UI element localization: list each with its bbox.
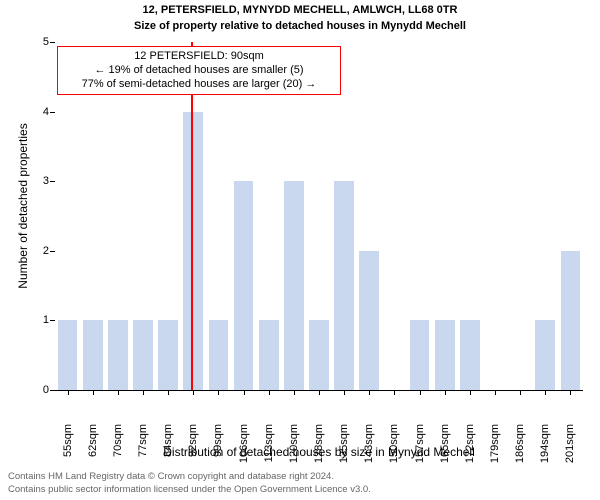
x-tick-mark bbox=[394, 390, 395, 395]
y-tick-mark bbox=[50, 112, 55, 113]
x-tick-label: 201sqm bbox=[564, 424, 576, 464]
y-tick-mark bbox=[50, 42, 55, 43]
x-tick-mark bbox=[269, 390, 270, 395]
x-tick-label: 62sqm bbox=[87, 424, 99, 464]
x-tick-label: 113sqm bbox=[263, 424, 275, 464]
x-tick-label: 128sqm bbox=[313, 424, 325, 464]
x-tick-mark bbox=[93, 390, 94, 395]
footer-line-1: Contains HM Land Registry data © Crown c… bbox=[8, 471, 334, 483]
annotation-box: 12 PETERSFIELD: 90sqm← 19% of detached h… bbox=[57, 46, 341, 95]
bar bbox=[309, 320, 329, 390]
footer-line-2: Contains public sector information licen… bbox=[8, 484, 371, 496]
y-tick-mark bbox=[50, 390, 55, 391]
annotation-line: 77% of semi-detached houses are larger (… bbox=[64, 78, 334, 92]
x-tick-mark bbox=[168, 390, 169, 395]
bar bbox=[460, 320, 480, 390]
annotation-line: ← 19% of detached houses are smaller (5) bbox=[64, 64, 334, 78]
bar bbox=[108, 320, 128, 390]
bar bbox=[209, 320, 229, 390]
x-tick-label: 92sqm bbox=[187, 424, 199, 464]
x-tick-mark bbox=[445, 390, 446, 395]
bar bbox=[284, 181, 304, 390]
y-tick-label: 2 bbox=[29, 245, 49, 257]
x-tick-mark bbox=[520, 390, 521, 395]
chart-title-1: 12, PETERSFIELD, MYNYDD MECHELL, AMLWCH,… bbox=[0, 4, 600, 16]
bar bbox=[234, 181, 254, 390]
x-tick-mark bbox=[420, 390, 421, 395]
x-tick-label: 99sqm bbox=[212, 424, 224, 464]
y-tick-mark bbox=[50, 251, 55, 252]
y-tick-label: 1 bbox=[29, 314, 49, 326]
bar bbox=[435, 320, 455, 390]
bar bbox=[535, 320, 555, 390]
bar bbox=[334, 181, 354, 390]
y-tick-mark bbox=[50, 181, 55, 182]
x-tick-mark bbox=[68, 390, 69, 395]
bar bbox=[410, 320, 430, 390]
bar bbox=[561, 251, 581, 390]
bar bbox=[359, 251, 379, 390]
x-tick-mark bbox=[118, 390, 119, 395]
x-tick-mark bbox=[344, 390, 345, 395]
x-tick-mark bbox=[143, 390, 144, 395]
x-tick-label: 150sqm bbox=[388, 424, 400, 464]
y-tick-label: 3 bbox=[29, 175, 49, 187]
bar bbox=[133, 320, 153, 390]
x-tick-label: 135sqm bbox=[338, 424, 350, 464]
x-tick-mark bbox=[495, 390, 496, 395]
x-tick-label: 120sqm bbox=[288, 424, 300, 464]
chart-title-2: Size of property relative to detached ho… bbox=[0, 20, 600, 32]
x-tick-label: 165sqm bbox=[439, 424, 451, 464]
x-tick-mark bbox=[218, 390, 219, 395]
x-tick-label: 106sqm bbox=[238, 424, 250, 464]
y-tick-label: 5 bbox=[29, 36, 49, 48]
bar bbox=[259, 320, 279, 390]
x-tick-mark bbox=[470, 390, 471, 395]
x-tick-label: 84sqm bbox=[162, 424, 174, 464]
chart-page: 12, PETERSFIELD, MYNYDD MECHELL, AMLWCH,… bbox=[0, 0, 600, 500]
bar bbox=[83, 320, 103, 390]
x-tick-mark bbox=[570, 390, 571, 395]
x-tick-mark bbox=[545, 390, 546, 395]
y-tick-label: 0 bbox=[29, 384, 49, 396]
bar bbox=[183, 112, 203, 390]
x-tick-mark bbox=[369, 390, 370, 395]
x-tick-mark bbox=[244, 390, 245, 395]
x-tick-label: 143sqm bbox=[363, 424, 375, 464]
x-tick-mark bbox=[193, 390, 194, 395]
x-tick-label: 77sqm bbox=[137, 424, 149, 464]
y-tick-mark bbox=[50, 320, 55, 321]
x-tick-label: 70sqm bbox=[112, 424, 124, 464]
x-tick-label: 179sqm bbox=[489, 424, 501, 464]
annotation-line: 12 PETERSFIELD: 90sqm bbox=[64, 50, 334, 64]
x-tick-label: 157sqm bbox=[414, 424, 426, 464]
bar bbox=[158, 320, 178, 390]
x-tick-mark bbox=[319, 390, 320, 395]
bar bbox=[58, 320, 78, 390]
x-tick-label: 194sqm bbox=[539, 424, 551, 464]
x-tick-label: 55sqm bbox=[62, 424, 74, 464]
plot-area: 12 PETERSFIELD: 90sqm← 19% of detached h… bbox=[55, 42, 583, 391]
x-tick-label: 186sqm bbox=[514, 424, 526, 464]
y-tick-label: 4 bbox=[29, 106, 49, 118]
y-axis-label: Number of detached properties bbox=[16, 106, 30, 306]
x-tick-mark bbox=[294, 390, 295, 395]
x-tick-label: 172sqm bbox=[464, 424, 476, 464]
